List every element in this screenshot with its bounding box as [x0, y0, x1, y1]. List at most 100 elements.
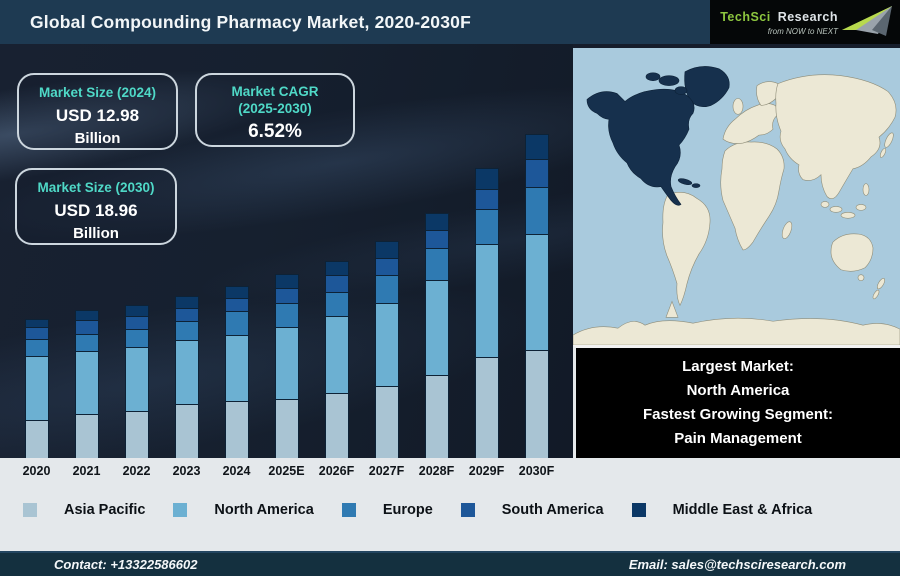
bar-segment-north-america [74, 351, 99, 414]
bar-segment-europe [374, 275, 399, 303]
bar-2024 [224, 286, 249, 458]
bar-segment-europe [74, 334, 99, 351]
bar-segment-north-america [124, 347, 149, 411]
legend-swatch-south-america [460, 503, 475, 517]
bar-chart [0, 44, 573, 458]
x-axis-label-2027f: 2027F [368, 464, 405, 478]
bar-segment-north-america [524, 234, 549, 350]
stat-label: Market CAGR [231, 84, 319, 99]
bar-segment-europe [124, 329, 149, 347]
bar-segment-middle-east-africa [424, 213, 449, 230]
bar-segment-north-america [474, 244, 499, 357]
bar-2028f [424, 213, 449, 458]
legend-item-middle-east-africa: Middle East & Africa [631, 502, 812, 518]
stat-unit: Billion [74, 130, 121, 147]
bar-segment-asia-pacific [24, 420, 49, 458]
legend-item-europe: Europe [341, 502, 433, 518]
bar-segment-middle-east-africa [274, 274, 299, 288]
legend-swatch-asia-pacific [23, 503, 37, 517]
brand-name-primary: TechSci [720, 9, 771, 24]
x-axis-label-2025e: 2025E [268, 464, 305, 478]
bar-2023 [174, 296, 199, 458]
bar-segment-europe [424, 248, 449, 280]
bar-segment-europe [324, 292, 349, 316]
legend-swatch-europe [341, 503, 356, 517]
email-text: Email: sales@techsciresearch.com [628, 557, 846, 572]
bar-segment-asia-pacific [224, 401, 249, 458]
contact-text: Contact: +13322586602 [54, 557, 198, 572]
bar-segment-south-america [224, 298, 249, 311]
x-axis-label-2024: 2024 [222, 464, 251, 478]
chart-panel: Market Size (2024) USD 12.98 Billion Mar… [0, 44, 573, 458]
bar-segment-south-america [274, 288, 299, 303]
bar-segment-north-america [24, 356, 49, 420]
bar-segment-north-america [174, 340, 199, 404]
title-bar: Global Compounding Pharmacy Market, 2020… [0, 0, 900, 44]
map-region-north-america [586, 66, 730, 206]
bar-2029f [474, 168, 499, 458]
x-axis-label-2020: 2020 [22, 464, 51, 478]
bar-segment-south-america [474, 189, 499, 209]
legend-swatch-north-america [173, 503, 188, 517]
bar-2021 [74, 310, 99, 458]
bar-segment-asia-pacific [474, 357, 499, 458]
main-content: Market Size (2024) USD 12.98 Billion Mar… [0, 44, 900, 458]
world-map [573, 48, 900, 345]
stat-label: Market Size (2030) [37, 180, 155, 195]
bar-segment-south-america [324, 275, 349, 292]
x-axis-label-2023: 2023 [172, 464, 201, 478]
bar-segment-north-america [374, 303, 399, 386]
x-axis-label-2029f: 2029F [468, 464, 505, 478]
bar-segment-middle-east-africa [474, 168, 499, 189]
x-axis-label-2030f: 2030F [518, 464, 555, 478]
stat-value: 6.52% [248, 121, 302, 142]
bar-segment-asia-pacific [274, 399, 299, 458]
bar-segment-north-america [224, 335, 249, 401]
bar-segment-asia-pacific [124, 411, 149, 458]
callout-box: Largest Market: North America Fastest Gr… [573, 345, 900, 458]
bar-2025e [274, 274, 299, 458]
x-axis-label-2028f: 2028F [418, 464, 455, 478]
bar-segment-europe [274, 303, 299, 327]
bar-segment-asia-pacific [424, 375, 449, 458]
callout-line: Largest Market: [682, 358, 794, 375]
bar-segment-middle-east-africa [324, 261, 349, 275]
bar-segment-south-america [174, 308, 199, 321]
bar-2020 [24, 319, 49, 458]
bar-segment-asia-pacific [374, 386, 399, 458]
legend-item-asia-pacific: Asia Pacific [23, 502, 145, 518]
bar-2030f [524, 134, 549, 458]
legend-item-north-america: North America [173, 502, 314, 518]
bar-segment-middle-east-africa [74, 310, 99, 320]
callout-line: North America [686, 382, 790, 399]
bar-segment-europe [474, 209, 499, 244]
stat-box-market-size-2024: Market Size (2024) USD 12.98 Billion [17, 73, 178, 150]
bar-segment-south-america [424, 230, 449, 248]
legend-label-north-america: North America [214, 502, 314, 518]
axis-and-legend-band: 2020 2021 2022 2023 2024 2025E 2026F 2027F 2028F… [0, 458, 900, 551]
brand-name-secondary: Research [777, 9, 838, 24]
brand-arrow-icon [842, 6, 892, 36]
bar-2027f [374, 241, 399, 458]
bar-segment-europe [24, 339, 49, 356]
stat-value: USD 18.96 [54, 201, 138, 220]
bar-segment-south-america [524, 159, 549, 187]
right-column: Largest Market: North America Fastest Gr… [573, 44, 900, 458]
bar-segment-asia-pacific [174, 404, 199, 458]
stat-label: Market Size (2024) [38, 85, 157, 100]
bar-segment-south-america [24, 327, 49, 339]
bar-segment-asia-pacific [324, 393, 349, 458]
legend-label-south-america: South America [501, 502, 604, 518]
map-land [573, 74, 900, 345]
legend-label-asia-pacific: Asia Pacific [64, 502, 146, 518]
brand-logo-text: TechSci Research from NOW to NEXT [720, 9, 838, 36]
bar-segment-middle-east-africa [524, 134, 549, 159]
bar-segment-asia-pacific [74, 414, 99, 458]
stat-value: USD 12.98 [55, 106, 140, 125]
bar-segment-europe [174, 321, 199, 340]
stat-box-market-size-2030: Market Size (2030) USD 18.96 Billion [15, 168, 177, 245]
legend-swatch-middle-east-africa [631, 503, 646, 517]
bar-segment-europe [224, 311, 249, 335]
bar-segment-middle-east-africa [174, 296, 199, 308]
